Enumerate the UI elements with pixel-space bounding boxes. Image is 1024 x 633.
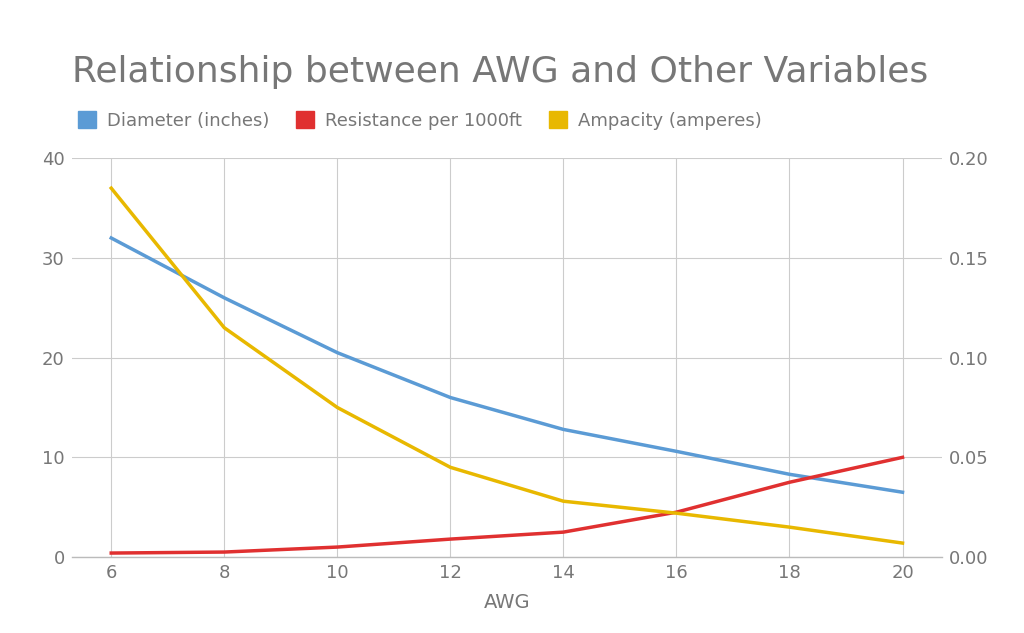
Diameter (inches) [896,489,908,496]
Diameter (inches) [783,470,796,478]
Ampacity (amperes) [105,184,118,192]
Ampacity (amperes) [557,498,569,505]
Ampacity (amperes) [331,404,343,411]
Resistance per 1000ft [105,549,118,557]
Line: Ampacity (amperes): Ampacity (amperes) [112,188,902,543]
Resistance per 1000ft [218,548,230,556]
Resistance per 1000ft [557,529,569,536]
Diameter (inches) [105,234,118,242]
Diameter (inches) [671,448,683,455]
Diameter (inches) [331,349,343,356]
Diameter (inches) [444,394,457,401]
Ampacity (amperes) [444,463,457,471]
Diameter (inches) [218,294,230,302]
Ampacity (amperes) [896,539,908,547]
Resistance per 1000ft [671,508,683,516]
Line: Resistance per 1000ft: Resistance per 1000ft [112,457,902,553]
Ampacity (amperes) [671,510,683,517]
Ampacity (amperes) [783,523,796,531]
X-axis label: AWG: AWG [483,593,530,612]
Ampacity (amperes) [218,324,230,332]
Text: Relationship between AWG and Other Variables: Relationship between AWG and Other Varia… [72,55,928,89]
Diameter (inches) [557,425,569,433]
Resistance per 1000ft [783,479,796,486]
Resistance per 1000ft [444,536,457,543]
Resistance per 1000ft [896,453,908,461]
Legend: Diameter (inches), Resistance per 1000ft, Ampacity (amperes): Diameter (inches), Resistance per 1000ft… [78,111,762,130]
Resistance per 1000ft [331,543,343,551]
Line: Diameter (inches): Diameter (inches) [112,238,902,492]
